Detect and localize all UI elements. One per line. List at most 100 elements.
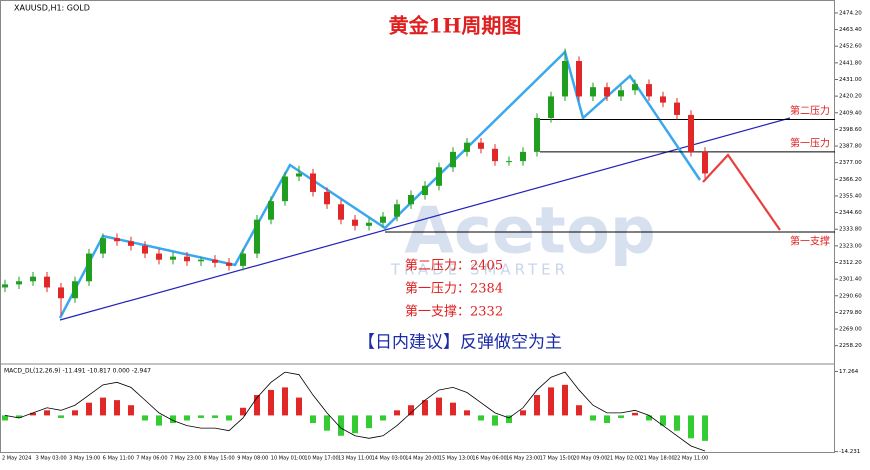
macd-label: MACD_DL(12,26,9) -11.491 -10.817 0.000 -… [4,368,151,375]
candle-body [590,87,596,97]
macd-bar [618,415,624,418]
y-tick-label: 2312.20 [839,260,862,266]
macd-bar [450,402,456,416]
macd-bar [30,412,36,416]
candle-body [30,276,36,282]
y-tick-label: 2366.20 [839,177,862,183]
forecast-arrows [702,153,781,231]
macd-bar [590,415,596,421]
x-tick-label: 9 May 08:00 [237,456,268,462]
y-tick-label: 2279.80 [839,310,862,316]
macd-bar [170,415,176,424]
macd-bar [394,410,400,416]
macd-bar [72,410,78,416]
macd-bar [268,389,274,416]
candle-body [436,167,442,186]
candle-body [296,173,302,177]
candle-body [142,245,148,254]
y-tick-label: 2420.20 [839,94,862,100]
macd-bar [674,415,680,431]
macd-bar [58,415,64,418]
advice: 【日内建议】反弹做空为主 [358,333,562,353]
summary-text: 第一压力：2384 [405,282,503,297]
candle-body [240,253,246,266]
candle-body [72,281,78,299]
x-tick-label: 3 May 03:00 [36,456,67,462]
y-tick-label: 2323.00 [839,243,862,249]
macd-bar [16,415,22,418]
candle-body [520,151,526,162]
macd-line [4,371,706,452]
y-tick-label: 2474.20 [839,10,862,16]
candle-body [394,204,400,217]
candle-body [198,259,204,262]
level-label: 第一压力 [790,136,830,149]
y-tick-label: 2290.60 [839,293,862,299]
candle-body [16,281,22,285]
x-tick-label: 3 May 19:00 [69,456,100,462]
macd-bar [338,415,344,436]
candle-body [268,201,274,220]
x-tick-label: 16 May 06:00 [472,456,506,462]
candle-body [380,216,386,223]
candle-body [226,262,232,266]
candle-body [408,195,414,205]
macd-bar [254,395,260,416]
macd-tick-label: -14.231 [839,449,860,455]
x-tick-label: 10 May 01:00 [271,456,305,462]
candle-body [282,176,288,202]
macd-bar [100,397,106,416]
macd-bar [436,397,442,416]
y-tick-label: 2355.40 [839,193,862,199]
x-tick-label: 8 May 15:00 [204,456,235,462]
candle-body [114,238,120,242]
candle-body [576,61,582,97]
x-tick-label: 14 May 20:00 [405,456,439,462]
candle-body [86,253,92,282]
macd-bar [128,405,134,416]
x-tick-label: 7 May 23:00 [170,456,201,462]
macd-bar [646,415,652,421]
x-tick-label: 21 May 18:00 [640,456,674,462]
macd-bar [324,415,330,431]
candle-body [352,219,358,226]
y-tick-label: 2333.80 [839,227,862,233]
macd-bar [282,387,288,416]
macd-bar [44,410,50,416]
candle-body [534,117,540,152]
macd-bar [492,415,498,426]
candle-body [58,287,64,299]
macd-bar [660,415,666,426]
candle-body [674,102,680,115]
candle-body [184,256,190,262]
candle-body [604,87,610,97]
candle-body [170,256,176,260]
candle-body [618,90,624,97]
x-tick-label: 15 May 13:00 [439,456,473,462]
x-tick-label: 21 May 02:00 [607,456,641,462]
macd-bar [366,415,372,429]
x-tick-label: 17 May 15:00 [540,456,574,462]
candle-body [562,61,568,97]
summary-text: 第二压力：2405 [405,259,503,274]
macd-bar [478,415,484,421]
wave-arrows [58,49,702,319]
level-label: 第一支撑 [790,234,830,247]
candle-body [156,253,162,260]
x-tick-label: 7 May 06:00 [136,456,167,462]
macd-bar [688,415,694,439]
macd-bar [114,400,120,416]
macd-bar [520,410,526,416]
candle-body [338,204,344,220]
candle-body [2,284,8,288]
macd-bar [464,410,470,416]
y-tick-label: 2441.80 [839,60,862,66]
macd-bar [408,405,414,416]
candle-body [506,161,512,163]
x-tick-label: 13 May 11:00 [338,456,372,462]
macd-bar [2,415,8,421]
y-tick-label: 2258.20 [839,343,862,349]
candle-body [212,259,218,263]
macd-tick-label: 17.264 [839,369,859,375]
